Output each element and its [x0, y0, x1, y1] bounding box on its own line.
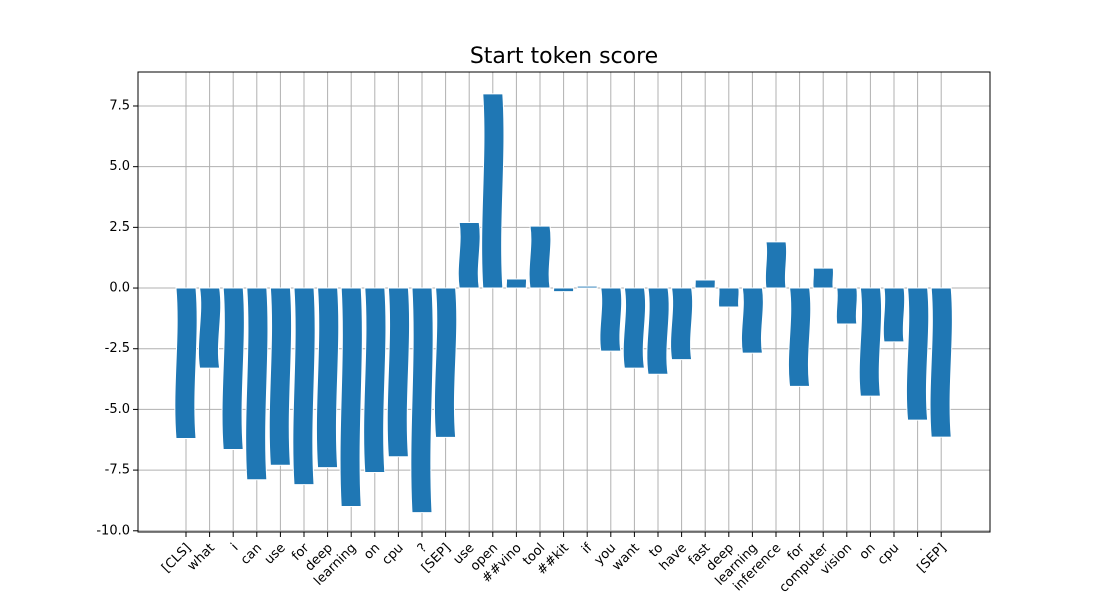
- bar: [764, 241, 788, 289]
- bar: [268, 287, 293, 466]
- bar: [646, 287, 670, 375]
- bar: [292, 287, 316, 486]
- bar: [363, 287, 387, 474]
- bar: [221, 287, 245, 450]
- y-tick-label: -5.0: [105, 402, 130, 417]
- bar: [174, 287, 198, 440]
- bar: [718, 287, 740, 308]
- bar: [481, 93, 505, 289]
- bar: [694, 279, 716, 289]
- bar: [858, 287, 883, 397]
- y-tick-label: 5.0: [109, 159, 130, 174]
- bar: [553, 287, 575, 293]
- y-tick-label: -10.0: [96, 523, 130, 538]
- bar: [599, 287, 623, 352]
- bar: [528, 225, 552, 289]
- y-tick-label: 7.5: [109, 98, 130, 113]
- bar: [882, 287, 906, 343]
- bar: [929, 287, 953, 438]
- bar: [576, 285, 598, 289]
- plot-frame: [137, 71, 991, 533]
- bar: [905, 287, 930, 421]
- bar: [812, 267, 834, 289]
- bar: [339, 287, 363, 508]
- y-tick-label: 0.0: [109, 281, 130, 296]
- bar: [505, 278, 528, 289]
- y-tick-label: 2.5: [109, 220, 130, 235]
- bar: [433, 287, 458, 438]
- bar: [835, 287, 858, 325]
- bar: [740, 287, 764, 354]
- bar: [245, 287, 269, 481]
- chart-title: Start token score: [470, 44, 658, 69]
- bar: [787, 287, 812, 387]
- y-tick-label: -2.5: [105, 341, 130, 356]
- bar: [670, 287, 694, 361]
- bar: [315, 287, 340, 469]
- bar: [622, 287, 647, 369]
- bar: [457, 222, 481, 289]
- y-tick-label: -7.5: [105, 463, 130, 478]
- bar: [410, 287, 434, 514]
- bar: [386, 287, 411, 458]
- bar: [197, 287, 222, 369]
